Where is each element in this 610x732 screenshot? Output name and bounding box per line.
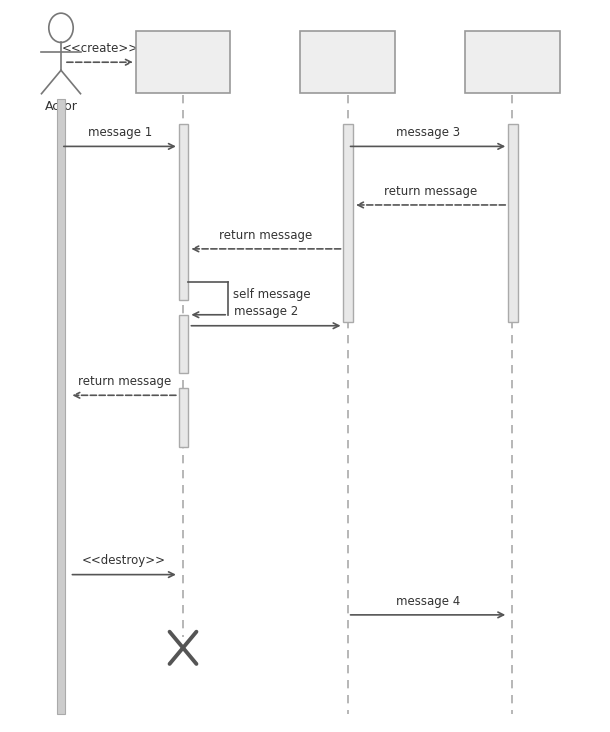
- Text: Object: Object: [486, 53, 539, 71]
- Text: Object: Object: [321, 53, 375, 71]
- Bar: [179, 124, 188, 300]
- Text: return message: return message: [220, 228, 312, 242]
- Text: message 4: message 4: [396, 594, 460, 608]
- Text: <<destroy>>: <<destroy>>: [82, 554, 166, 567]
- Bar: [465, 31, 559, 93]
- Bar: [343, 124, 353, 322]
- Bar: [179, 315, 188, 373]
- Bar: [57, 99, 65, 714]
- Text: <<create>>: <<create>>: [62, 42, 138, 55]
- Text: Object: Object: [156, 53, 210, 71]
- Text: self message: self message: [233, 288, 310, 302]
- Bar: [508, 124, 518, 322]
- Bar: [300, 31, 395, 93]
- Text: Actor: Actor: [45, 100, 77, 113]
- Text: message 2: message 2: [234, 305, 298, 318]
- Text: message 1: message 1: [88, 126, 152, 139]
- Bar: [135, 31, 230, 93]
- Bar: [179, 388, 188, 447]
- Text: message 3: message 3: [396, 126, 460, 139]
- Text: return message: return message: [77, 375, 171, 388]
- Text: return message: return message: [384, 184, 477, 198]
